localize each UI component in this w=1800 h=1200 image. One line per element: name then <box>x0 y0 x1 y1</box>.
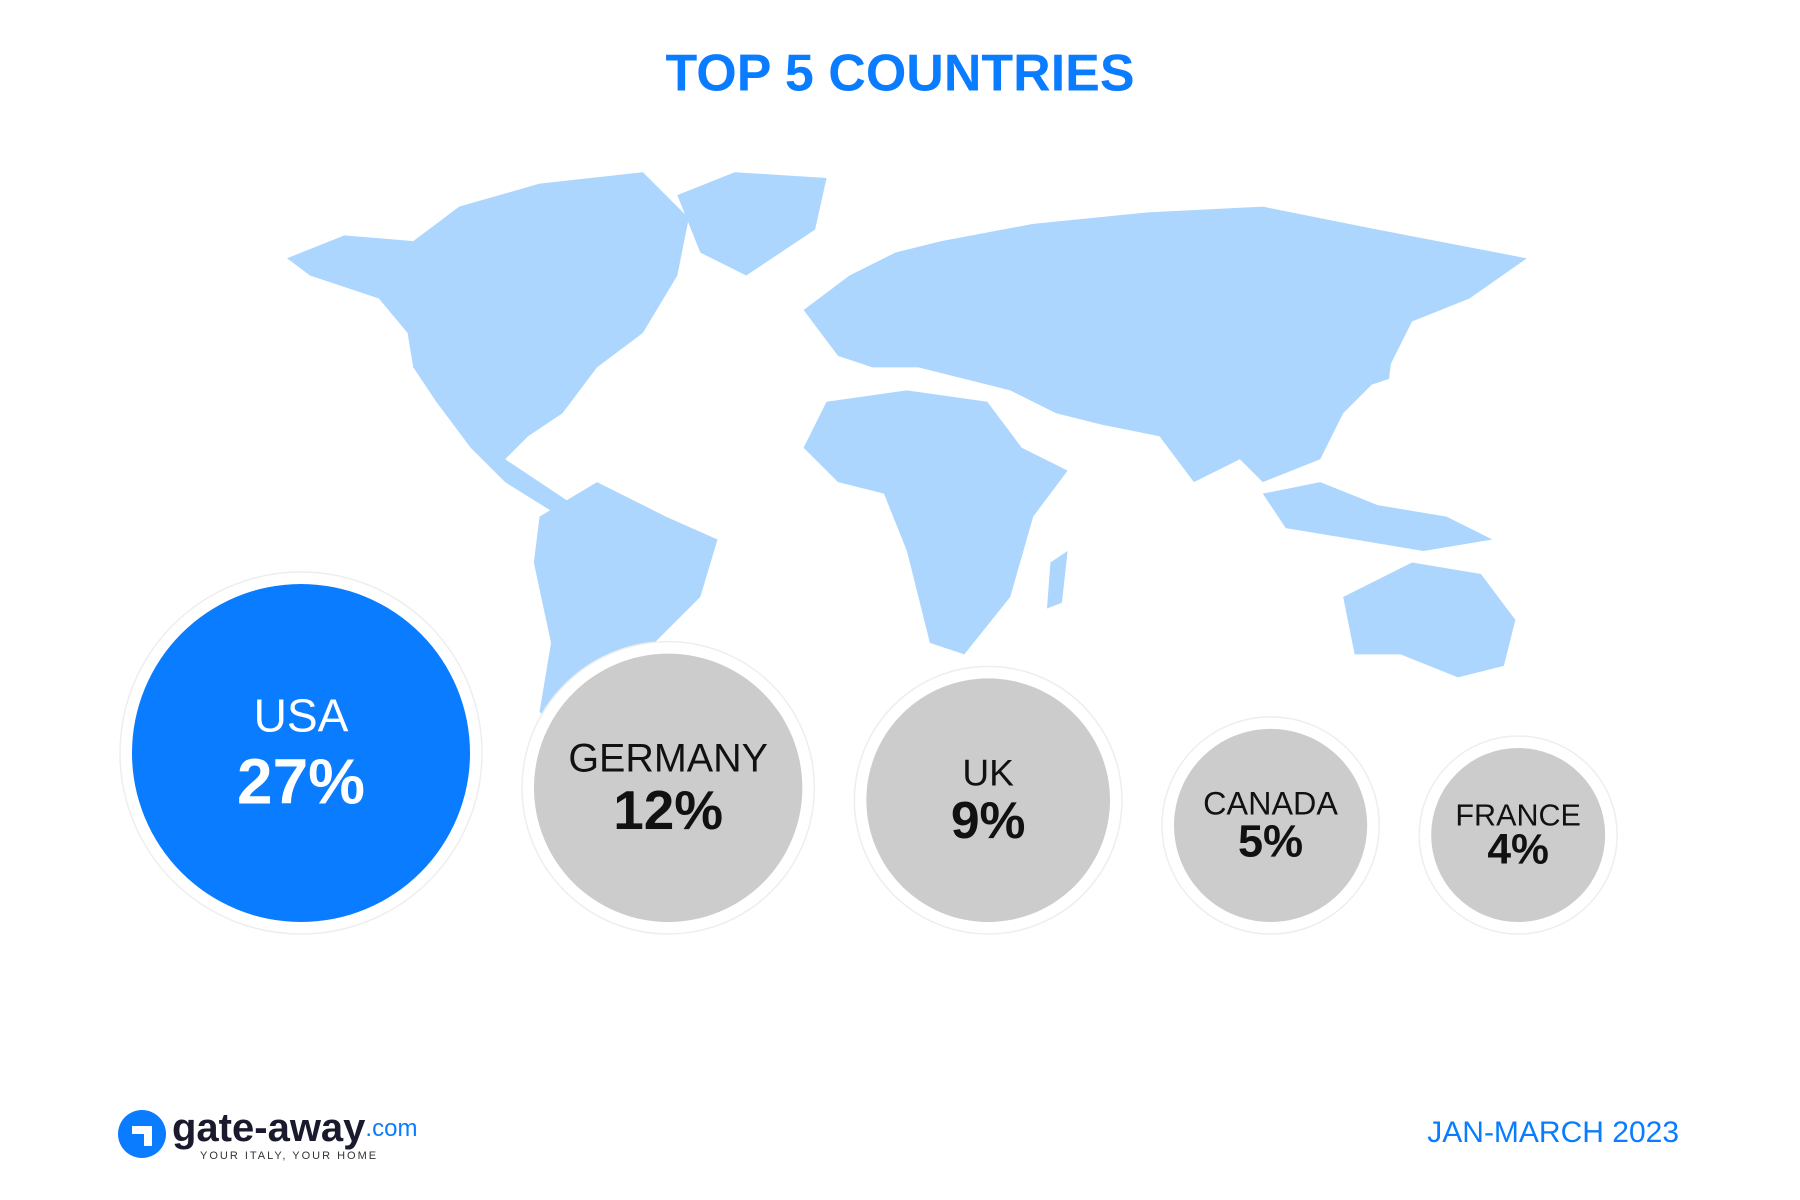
world-map <box>287 172 1527 735</box>
period: JAN-MARCH 2023 <box>1427 1116 1679 1149</box>
value-label: 9% <box>951 791 1026 849</box>
chart-title: TOP 5 COUNTRIES <box>665 45 1134 103</box>
country-label: CANADA <box>1203 786 1338 822</box>
country-label: USA <box>254 689 349 741</box>
brand: gate-away <box>172 1106 366 1150</box>
tagline: YOUR ITALY, YOUR HOME <box>200 1150 378 1162</box>
bubble <box>1431 748 1606 922</box>
value-label: 12% <box>613 779 723 841</box>
logo: gate-away.com YOUR ITALY, YOUR HOME <box>118 1106 417 1162</box>
domain: .com <box>365 1115 417 1142</box>
country-label: UK <box>962 752 1014 794</box>
bubble <box>1174 728 1368 922</box>
bubble <box>866 678 1110 923</box>
bubble <box>132 584 470 922</box>
country-label: GERMANY <box>568 736 768 780</box>
value-label: 4% <box>1487 826 1549 874</box>
country-label: FRANCE <box>1455 799 1580 833</box>
value-label: 5% <box>1238 816 1303 867</box>
logo-glyph <box>132 1126 152 1146</box>
value-label: 27% <box>237 746 365 818</box>
bubble <box>534 653 803 922</box>
logo-brand: gate-away.com <box>172 1106 417 1150</box>
